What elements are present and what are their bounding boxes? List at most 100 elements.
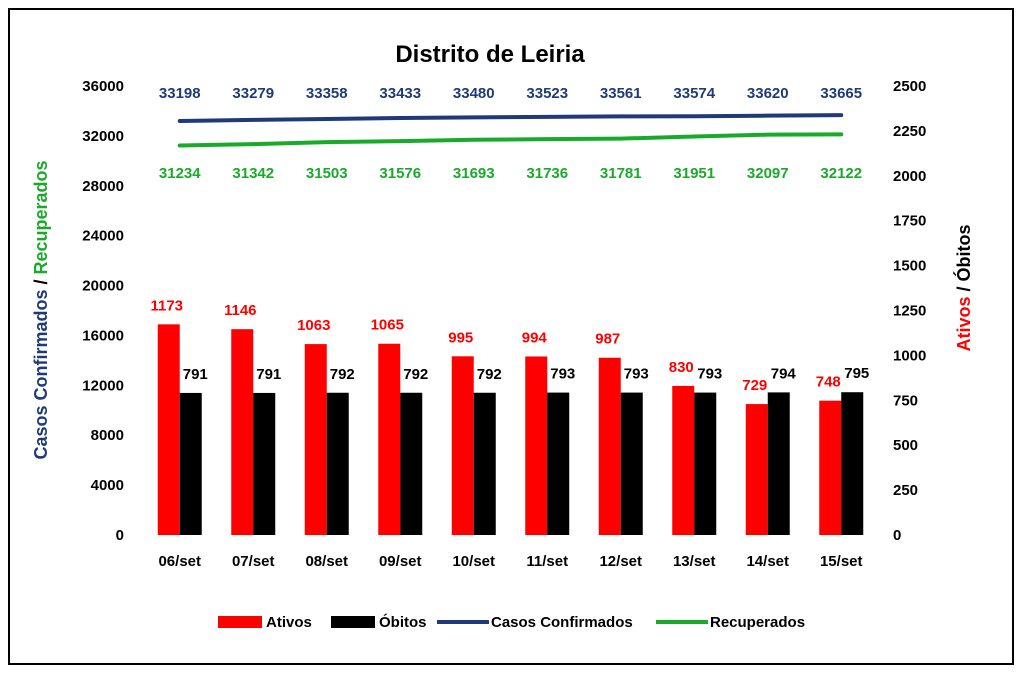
right-axis-tick: 250 xyxy=(893,482,918,499)
ativos-data-label: 830 xyxy=(669,359,694,376)
chart-legend: Ativos Óbitos Casos Confirmados Recuperados xyxy=(218,613,805,631)
x-axis-tick: 13/set xyxy=(673,553,716,570)
casos-confirmados-data-label: 33561 xyxy=(600,85,642,102)
left-axis-title: Casos Confirmados / Recuperados xyxy=(31,160,51,459)
casos-confirmados-data-label: 33574 xyxy=(673,85,715,102)
casos-confirmados-data-label: 33198 xyxy=(159,85,201,102)
ativos-bar xyxy=(525,356,548,535)
right-axis-title-part2: Óbitos xyxy=(953,224,974,281)
obitos-bar xyxy=(179,392,202,535)
recuperados-data-label: 31576 xyxy=(379,165,421,182)
x-axis-tick: 15/set xyxy=(820,553,863,570)
recuperados-line xyxy=(177,132,844,148)
ativos-data-label: 1065 xyxy=(371,317,404,334)
ativos-data-label: 1173 xyxy=(150,297,183,314)
ativos-bar xyxy=(231,329,254,535)
ativos-data-label: 994 xyxy=(522,329,548,346)
obitos-data-label: 792 xyxy=(330,366,355,383)
ativos-bar xyxy=(672,385,695,535)
obitos-data-label: 793 xyxy=(624,366,649,383)
casos-confirmados-data-label: 33480 xyxy=(453,85,495,102)
x-axis-tick: 07/set xyxy=(232,553,275,570)
right-axis-tick: 2000 xyxy=(893,168,926,185)
recuperados-data-label: 31503 xyxy=(306,165,348,182)
left-axis-title-part2: Recuperados xyxy=(31,160,51,274)
left-axis-tick: 16000 xyxy=(82,327,124,344)
x-axis-tick: 06/set xyxy=(158,553,201,570)
obitos-bar xyxy=(694,392,717,535)
obitos-data-label: 793 xyxy=(697,366,722,383)
ativos-data-label: 729 xyxy=(742,377,767,394)
recuperados-data-label: 31693 xyxy=(453,165,495,182)
obitos-data-label: 792 xyxy=(477,366,502,383)
obitos-bar xyxy=(400,392,423,535)
legend-swatch--bitos xyxy=(331,616,375,628)
obitos-data-label: 791 xyxy=(256,366,281,383)
obitos-data-label: 793 xyxy=(550,366,575,383)
left-axis-tick: 12000 xyxy=(82,377,124,394)
recuperados-data-label: 31342 xyxy=(232,165,274,182)
ativos-bar xyxy=(378,343,401,535)
left-axis-tick: 24000 xyxy=(82,228,124,245)
legend-label--bitos: Óbitos xyxy=(379,613,427,631)
recuperados-data-label: 31951 xyxy=(673,165,715,182)
obitos-data-label: 792 xyxy=(403,366,428,383)
obitos-bar xyxy=(547,392,570,535)
left-axis-tick: 36000 xyxy=(82,78,124,95)
left-axis-title-part1: Casos Confirmados xyxy=(31,290,51,460)
obitos-bar xyxy=(473,392,496,535)
recuperados-data-label: 31736 xyxy=(526,165,568,182)
left-axis-tick: 32000 xyxy=(82,128,124,145)
right-axis-tick: 2250 xyxy=(893,123,926,140)
casos-confirmados-data-label: 33358 xyxy=(306,85,348,102)
obitos-bar xyxy=(326,392,349,535)
casos-confirmados-data-label: 33620 xyxy=(747,85,789,102)
recuperados-data-label: 32097 xyxy=(747,165,789,182)
left-axis-tick: 8000 xyxy=(91,427,124,444)
recuperados-data-label: 32122 xyxy=(820,165,862,182)
obitos-data-label: 791 xyxy=(183,366,208,383)
left-axis-tick: 20000 xyxy=(82,278,124,295)
x-axis-tick: 10/set xyxy=(452,553,495,570)
casos-confirmados-line xyxy=(177,113,844,123)
ativos-bar xyxy=(451,356,474,535)
legend-label-ativos: Ativos xyxy=(266,614,312,631)
legend-swatch-ativos xyxy=(218,616,262,628)
ativos-bar xyxy=(745,404,768,535)
ativos-data-label: 1146 xyxy=(224,302,257,319)
right-axis-tick: 750 xyxy=(893,392,918,409)
recuperados-data-label: 31234 xyxy=(159,165,201,182)
right-axis-tick: 1250 xyxy=(893,303,926,320)
casos-confirmados-data-label: 33523 xyxy=(526,85,568,102)
right-axis-tick: 2500 xyxy=(893,78,926,95)
right-axis-tick: 1000 xyxy=(893,347,926,364)
obitos-bar xyxy=(620,392,643,535)
right-axis-tick: 1750 xyxy=(893,213,926,230)
x-axis-tick: 14/set xyxy=(746,553,789,570)
left-axis-title-separator: / xyxy=(31,274,51,289)
ativos-bar xyxy=(304,344,327,535)
right-axis-tick: 500 xyxy=(893,437,918,454)
legend-label-casos-confirmados: Casos Confirmados xyxy=(491,614,633,631)
svg-text:Ativos / Óbitos: Ativos / Óbitos xyxy=(953,224,974,351)
ativos-bar xyxy=(157,324,180,535)
x-axis-tick: 08/set xyxy=(305,553,348,570)
ativos-data-label: 1063 xyxy=(297,317,330,334)
svg-text:Casos Confirmados / Recuperado: Casos Confirmados / Recuperados xyxy=(31,160,51,459)
ativos-bar xyxy=(819,400,842,535)
obitos-data-label: 794 xyxy=(771,365,797,382)
right-axis-tick: 0 xyxy=(893,527,901,544)
x-axis-tick: 12/set xyxy=(599,553,642,570)
chart-title: Distrito de Leiria xyxy=(395,41,585,68)
casos-confirmados-data-label: 33665 xyxy=(820,85,862,102)
legend-label-recuperados: Recuperados xyxy=(710,614,805,631)
ativos-bar xyxy=(598,357,621,535)
left-axis-tick: 28000 xyxy=(82,178,124,195)
right-axis-tick: 1500 xyxy=(893,258,926,275)
obitos-bar xyxy=(253,392,276,535)
left-axis-tick: 4000 xyxy=(91,477,124,494)
ativos-data-label: 987 xyxy=(595,331,620,348)
x-axis-tick: 11/set xyxy=(526,553,568,570)
x-axis-tick: 09/set xyxy=(379,553,422,570)
